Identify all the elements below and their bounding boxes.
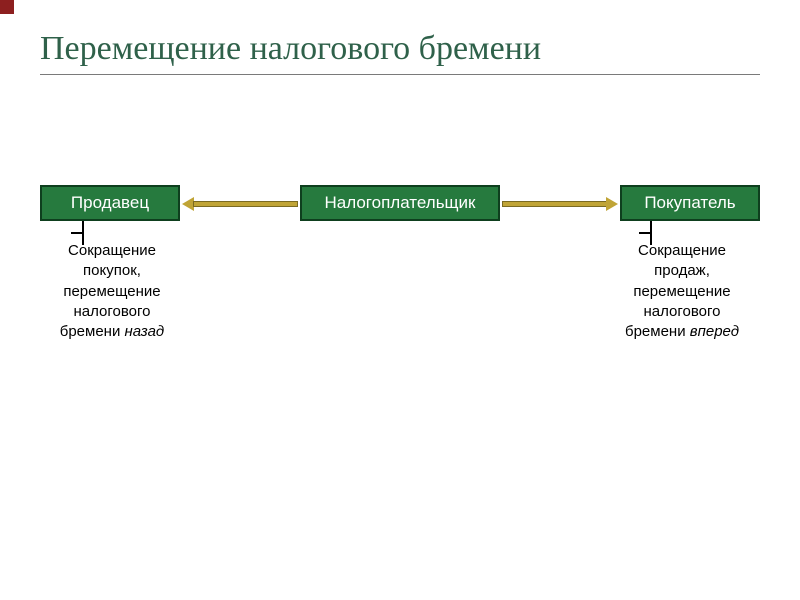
- caption-right: Сокращение продаж, перемещение налоговог…: [602, 241, 762, 342]
- tick-right: [639, 232, 650, 234]
- caption-left-line4: налогового: [74, 303, 151, 320]
- caption-right-line2: продаж,: [654, 262, 710, 279]
- node-buyer: Покупатель: [620, 185, 760, 221]
- caption-right-line5i: вперед: [690, 323, 739, 340]
- arrow-shaft: [193, 201, 298, 207]
- caption-right-line3: перемещение: [633, 283, 730, 300]
- caption-left-line5p: бремени: [60, 323, 125, 340]
- caption-right-line1: Сокращение: [638, 242, 726, 259]
- caption-left: Сокращение покупок, перемещение налогово…: [32, 241, 192, 342]
- arrow-head-right-icon: [606, 197, 618, 211]
- page-title: Перемещение налогового бремени: [40, 30, 760, 68]
- tick-left: [71, 232, 82, 234]
- slide: Перемещение налогового бремени Продавец …: [0, 0, 800, 600]
- caption-right-line4: налогового: [644, 303, 721, 320]
- caption-left-line5i: назад: [125, 323, 165, 340]
- caption-left-line1: Сокращение: [68, 242, 156, 259]
- node-seller: Продавец: [40, 185, 180, 221]
- diagram: Продавец Налогоплательщик Покупатель Сок…: [40, 185, 760, 245]
- arrow-left: [182, 198, 298, 210]
- caption-right-line5p: бремени: [625, 323, 690, 340]
- arrow-shaft: [502, 201, 607, 207]
- corner-accent: [0, 0, 14, 14]
- arrow-right: [502, 198, 618, 210]
- caption-left-line3: перемещение: [63, 283, 160, 300]
- node-taxpayer: Налогоплательщик: [300, 185, 500, 221]
- title-underline: [40, 74, 760, 75]
- caption-left-line2: покупок,: [83, 262, 141, 279]
